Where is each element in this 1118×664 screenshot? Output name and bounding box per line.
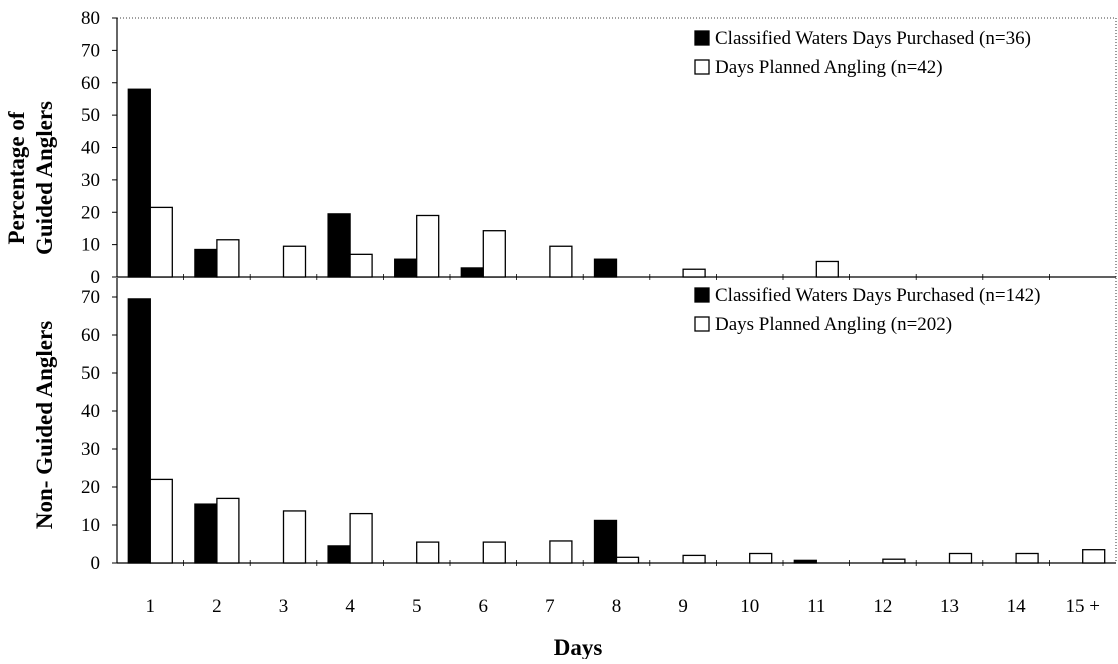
panel-1-y-tick-label: 50 <box>81 363 100 384</box>
panel-1-y-tick-label: 60 <box>81 325 100 346</box>
panel-1-legend-label-0: Classified Waters Days Purchased (n=142) <box>715 285 1040 306</box>
panel-0-bar-planned-11 <box>815 260 839 278</box>
panel-0-bar-planned-2 <box>216 239 240 278</box>
panel-1-bar-planned-9 <box>682 554 706 564</box>
x-tick-label: 6 <box>479 596 489 617</box>
panel-0-bar-planned-9 <box>682 268 706 278</box>
x-tick-label: 5 <box>412 596 422 617</box>
panel-1-bar-purchased-11 <box>793 559 817 564</box>
panel-1-y-tick-label: 0 <box>91 553 101 574</box>
x-tick-label: 13 <box>940 596 959 617</box>
panel-1-bar-planned-7 <box>549 540 573 564</box>
panel-0-legend-swatch-1 <box>694 59 710 75</box>
top-panel-title: Guided Anglers <box>32 101 57 255</box>
x-tick-label: 3 <box>279 596 289 617</box>
panel-1-legend-swatch-0 <box>694 287 710 303</box>
panel-1-bar-planned-12 <box>882 558 906 564</box>
panel-0-bar-purchased-2 <box>194 248 218 278</box>
panel-0-legend-label-1: Days Planned Angling (n=42) <box>715 57 943 78</box>
panel-0-bar-planned-1 <box>149 206 173 278</box>
panel-0-y-tick-label: 10 <box>81 235 100 256</box>
panel-0-y-tick-label: 20 <box>81 202 100 223</box>
x-tick-label: 1 <box>146 596 156 617</box>
panel-0-bar-planned-4 <box>349 253 373 278</box>
panel-0-bar-planned-3 <box>282 245 307 278</box>
x-tick-label: 4 <box>345 596 355 617</box>
panel-1-y-tick-label: 40 <box>81 401 100 422</box>
panel-0-y-tick-label: 70 <box>81 40 100 61</box>
panel-1-bar-planned-13 <box>948 552 973 564</box>
panel-1-y-tick-label: 10 <box>81 515 100 536</box>
panel-1-bar-planned-10 <box>749 552 773 564</box>
panel-1-bar-planned-2 <box>216 497 240 564</box>
panel-1-y-tick-label: 70 <box>81 287 100 308</box>
panel-0-bar-planned-7 <box>549 245 573 278</box>
panel-0-bar-purchased-6 <box>460 267 484 278</box>
bottom-panel-title: Non- Guided Anglers <box>32 321 57 529</box>
panel-1-bar-planned-8 <box>615 556 640 564</box>
x-axis-title: Days <box>554 635 603 659</box>
panel-0-bar-purchased-4 <box>327 213 351 278</box>
x-tick-label: 11 <box>807 596 825 617</box>
x-tick-label: 8 <box>612 596 622 617</box>
panel-1-bar-planned-3 <box>282 510 307 564</box>
panel-1-bar-purchased-1 <box>127 298 151 564</box>
panel-0-y-tick-label: 80 <box>81 8 100 29</box>
panel-1-bar-purchased-2 <box>194 503 218 564</box>
x-tick-label: 9 <box>678 596 688 617</box>
panel-1-bar-planned-15 + <box>1082 549 1106 564</box>
panel-1-bar-planned-14 <box>1015 552 1039 564</box>
panel-0-y-tick-label: 30 <box>81 170 100 191</box>
panel-1-bar-planned-1 <box>149 478 173 564</box>
panel-0-bar-purchased-1 <box>127 88 151 278</box>
x-tick-label: 2 <box>212 596 222 617</box>
panel-0-legend-label-0: Classified Waters Days Purchased (n=36) <box>715 28 1031 49</box>
panel-1-bar-purchased-8 <box>593 519 618 564</box>
panel-0-bar-planned-5 <box>416 214 440 278</box>
x-tick-label: 14 <box>1007 596 1027 617</box>
panel-0-bar-purchased-8 <box>593 258 618 278</box>
x-tick-label: 12 <box>873 596 892 617</box>
panel-1-bar-planned-4 <box>349 512 373 564</box>
panel-1-bar-planned-5 <box>416 541 440 564</box>
panel-1-y-tick-label: 30 <box>81 439 100 460</box>
panel-1-legend-label-1: Days Planned Angling (n=202) <box>715 314 952 335</box>
panel-0-legend-swatch-0 <box>694 30 710 46</box>
panel-0-bar-purchased-5 <box>394 258 418 278</box>
y-axis-title: Percentage of <box>4 111 29 244</box>
x-tick-label: 15 + <box>1065 596 1099 617</box>
panel-1-bar-purchased-4 <box>327 545 351 564</box>
panel-0-y-tick-label: 40 <box>81 138 100 159</box>
panel-0-bar-planned-6 <box>482 230 506 278</box>
panel-1-legend-swatch-1 <box>694 316 710 332</box>
x-tick-label: 7 <box>545 596 555 617</box>
panel-0-y-tick-label: 50 <box>81 105 100 126</box>
panel-1-y-tick-label: 20 <box>81 477 100 498</box>
panel-0-y-tick-label: 60 <box>81 73 100 94</box>
panel-1-bar-planned-6 <box>482 541 506 564</box>
panel-0-y-tick-label: 0 <box>91 267 101 288</box>
x-tick-label: 10 <box>740 596 759 617</box>
